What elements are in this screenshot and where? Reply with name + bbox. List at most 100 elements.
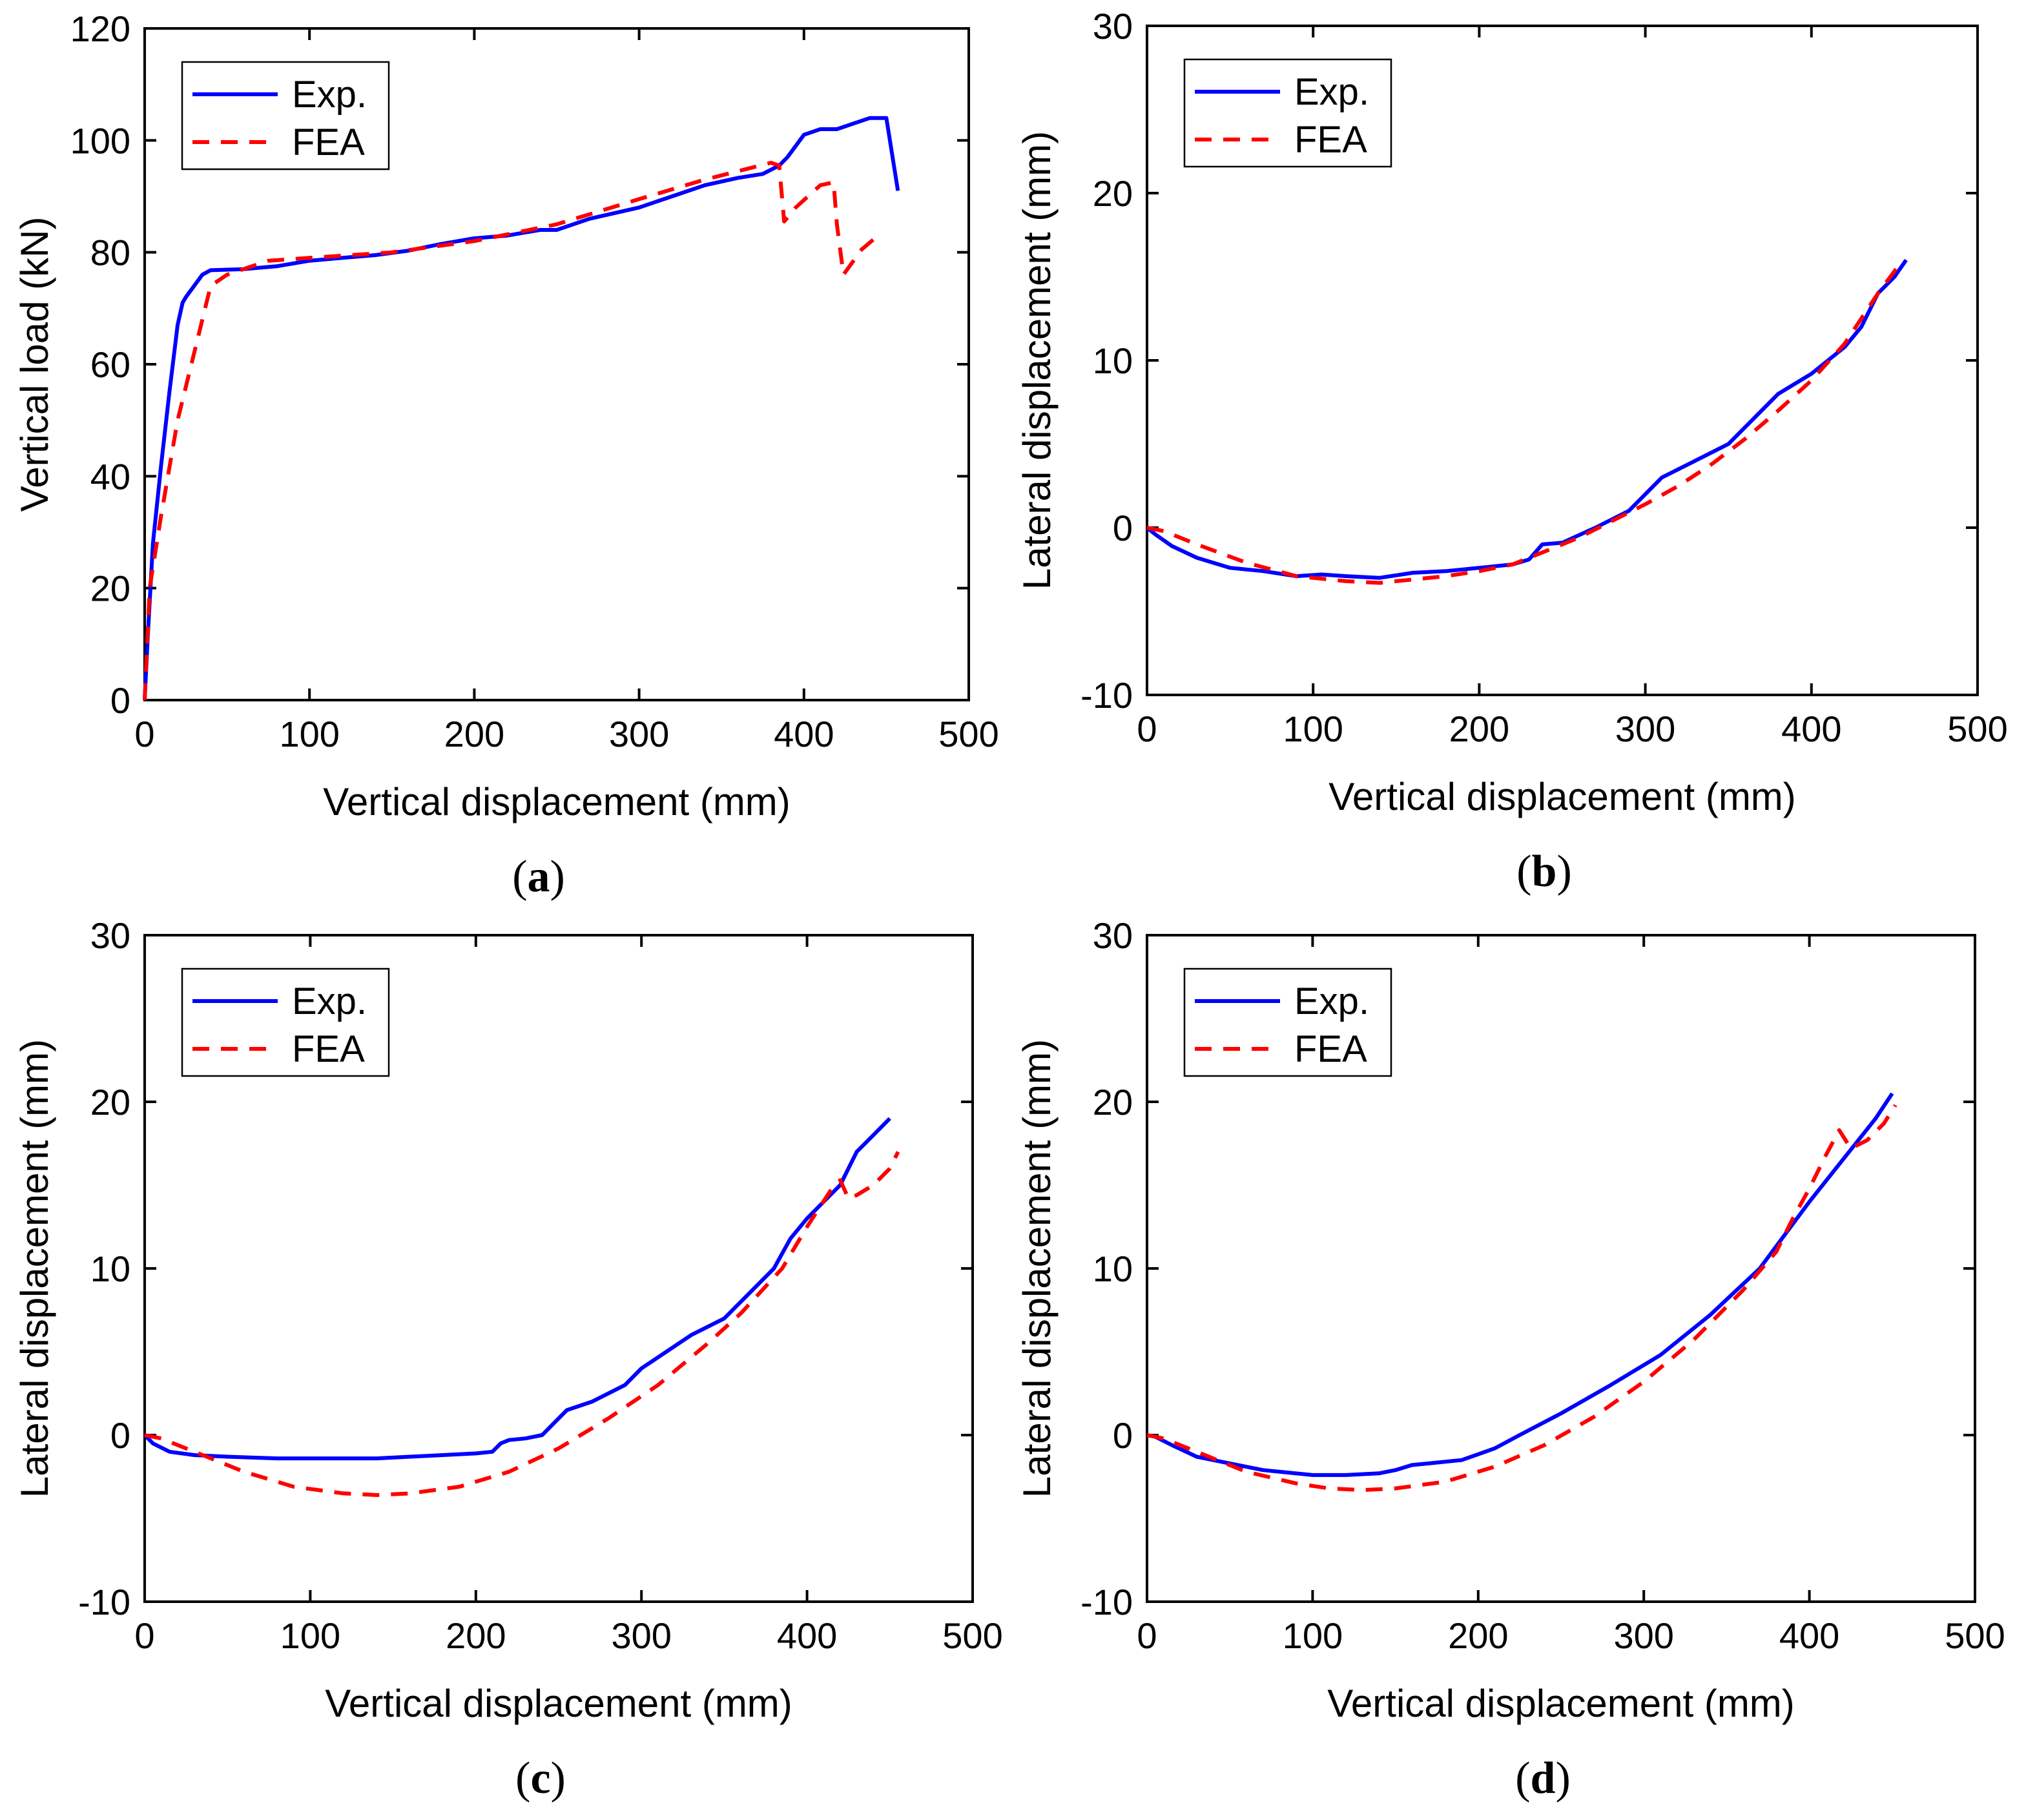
legend-label-exp: Exp.: [1294, 71, 1369, 113]
x-axis-label: Vertical displacement (mm): [1327, 1682, 1795, 1725]
x-tick-label: 0: [1137, 708, 1157, 749]
series-line-fea: [1146, 1104, 1897, 1493]
legend-box: [1183, 58, 1392, 168]
y-tick-label: 0: [110, 1415, 130, 1456]
legend-label-exp: Exp.: [292, 980, 367, 1022]
x-tick-label: 100: [1283, 1615, 1343, 1656]
x-tick-label: 300: [1615, 708, 1675, 749]
y-axis-label: Lateral displacement (mm): [1015, 131, 1059, 590]
series-line-fea: [143, 161, 880, 701]
caption-open-paren: (: [515, 1753, 530, 1803]
series-line-fea: [144, 1151, 900, 1497]
x-tick-label: 500: [942, 1615, 1002, 1656]
legend-label-fea: FEA: [292, 1028, 365, 1070]
legend-box: [181, 967, 390, 1077]
legend: Exp. FEA: [1183, 58, 1392, 168]
panel-caption: (c): [515, 1753, 566, 1803]
x-tick-label: 400: [774, 714, 834, 754]
series-line-exp: [1146, 1092, 1894, 1477]
x-tick-label: 0: [134, 714, 154, 754]
caption-close-paren: ): [1555, 1753, 1570, 1803]
legend: Exp. FEA: [181, 967, 390, 1077]
x-tick-label: 500: [938, 714, 998, 754]
legend-label-fea: FEA: [1294, 1028, 1367, 1070]
series-line-exp: [143, 116, 900, 701]
legend-label-exp: Exp.: [292, 74, 367, 116]
y-axis-label: Vertical load (kN): [13, 217, 56, 512]
chart-panel-a: 0 100 200 300 400 500 0 20 40 60 80 100 120 Vertical …: [13, 8, 999, 902]
x-tick-label: 100: [280, 1615, 340, 1656]
y-tick-label: 10: [90, 1248, 130, 1289]
x-tick-label: 200: [1449, 708, 1509, 749]
y-tick-label: 10: [1093, 340, 1133, 381]
x-tick-label: 300: [611, 1615, 671, 1656]
caption-letter: d: [1531, 1753, 1556, 1803]
x-tick-label: 500: [1947, 708, 2007, 749]
y-tick-label: 30: [1093, 6, 1133, 47]
caption-open-paren: (: [512, 852, 527, 902]
x-tick-label: 300: [1613, 1615, 1673, 1656]
legend: Exp. FEA: [1183, 967, 1392, 1077]
y-tick-label: 20: [90, 568, 130, 609]
y-tick-label: 30: [90, 915, 130, 956]
caption-open-paren: (: [1515, 1753, 1530, 1803]
y-tick-label: 0: [1113, 1415, 1133, 1456]
x-axis-label: Vertical displacement (mm): [323, 780, 791, 823]
x-tick-label: 300: [609, 714, 669, 754]
y-tick-label: -10: [1080, 675, 1133, 716]
panel-caption: (b): [1516, 847, 1572, 896]
x-axis-label: Vertical displacement (mm): [1328, 775, 1796, 818]
y-tick-label: 20: [1093, 173, 1133, 214]
y-tick-label: 100: [70, 120, 130, 161]
series-line-exp: [143, 1117, 891, 1461]
x-axis-label: Vertical displacement (mm): [325, 1682, 792, 1725]
y-tick-label: 60: [90, 344, 130, 385]
legend-label-fea: FEA: [292, 121, 365, 163]
caption-open-paren: (: [1516, 847, 1531, 896]
y-tick-label: 10: [1093, 1248, 1133, 1289]
caption-close-paren: ): [550, 852, 565, 902]
series-line-exp: [1146, 258, 1908, 580]
x-tick-label: 0: [1137, 1615, 1157, 1656]
y-tick-label: 80: [90, 233, 130, 273]
panel-caption: (a): [512, 852, 565, 902]
x-tick-label: 400: [1779, 1615, 1839, 1656]
y-tick-label: 0: [110, 680, 130, 721]
caption-letter: b: [1532, 847, 1557, 896]
x-tick-label: 100: [1283, 708, 1343, 749]
x-tick-label: 400: [777, 1615, 837, 1656]
y-tick-label: -10: [78, 1582, 130, 1622]
y-tick-label: 30: [1093, 915, 1133, 956]
caption-close-paren: ): [551, 1753, 566, 1803]
caption-close-paren: ): [1556, 847, 1571, 896]
y-tick-label: 0: [1113, 508, 1133, 548]
y-tick-label: 120: [70, 8, 130, 49]
y-axis-label: Lateral displacement (mm): [1015, 1039, 1059, 1498]
x-tick-label: 400: [1781, 708, 1841, 749]
legend-label-exp: Exp.: [1294, 980, 1369, 1022]
caption-letter: a: [528, 852, 550, 902]
y-tick-label: 40: [90, 456, 130, 497]
x-tick-label: 0: [134, 1615, 154, 1656]
y-axis-label: Lateral displacement (mm): [13, 1039, 56, 1498]
legend-label-fea: FEA: [1294, 119, 1367, 161]
x-tick-label: 200: [1448, 1615, 1508, 1656]
x-tick-label: 200: [446, 1615, 506, 1656]
y-tick-label: 20: [1093, 1082, 1133, 1122]
x-tick-label: 200: [444, 714, 504, 754]
series-line-fea: [1146, 258, 1905, 585]
y-tick-label: -10: [1080, 1582, 1133, 1622]
legend: Exp. FEA: [181, 61, 390, 171]
y-tick-label: 20: [90, 1082, 130, 1122]
legend-box: [1183, 967, 1392, 1077]
x-tick-label: 100: [279, 714, 339, 754]
caption-letter: c: [530, 1753, 550, 1803]
legend-box: [181, 61, 390, 171]
x-tick-label: 500: [1945, 1615, 2005, 1656]
panel-caption: (d): [1515, 1753, 1571, 1803]
